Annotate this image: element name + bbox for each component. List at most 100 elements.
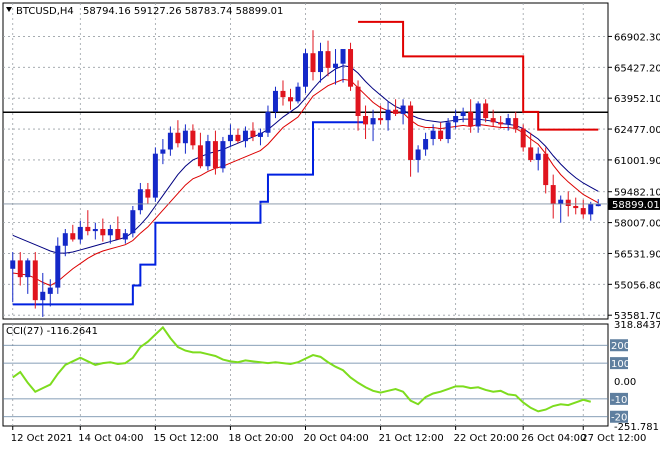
bear-candle-body [310, 53, 316, 73]
bear-candle-body [528, 147, 534, 160]
bull-candle-body [55, 245, 61, 288]
bear-candle-body [355, 86, 361, 117]
y-tick-label: 58007.00 [614, 219, 660, 230]
bear-candle-body [115, 229, 121, 240]
bear-candle-body [378, 118, 384, 121]
y-tick-label: 55056.80 [614, 280, 660, 291]
bull-candle-body [460, 111, 466, 117]
cci-y-tick-label: 0.00 [614, 377, 636, 388]
y-tick-label: 56531.90 [614, 249, 660, 260]
time-axis: 12 Oct 2021 14 Oct 04:00 15 Oct 12:00 18 Oc… [11, 426, 646, 444]
bull-candle-body [220, 141, 226, 169]
bear-candle-body [235, 134, 241, 142]
dropdown-triangle-icon[interactable] [6, 7, 12, 12]
y-tick-label: 53581.70 [614, 311, 660, 322]
bull-candle-body [333, 63, 339, 68]
bull-candle-body [130, 210, 136, 234]
bull-candle-body [265, 111, 271, 133]
cci-line [12, 325, 591, 413]
bull-candle-body [558, 199, 564, 204]
bull-candle-body [505, 118, 511, 125]
bear-candle-body [520, 128, 526, 148]
x-tick-label: 21 Oct 12:00 [379, 433, 444, 444]
chart-header-text: BTCUSD,H4 58794.16 59127.26 58783.74 588… [16, 6, 283, 17]
bear-candle-body [250, 130, 256, 137]
bear-candle-body [100, 229, 106, 236]
bull-candle-body [205, 141, 211, 167]
bull-candle-body [40, 291, 46, 301]
bull-candle-body [227, 134, 233, 142]
x-tick-label: 12 Oct 2021 [11, 433, 73, 444]
bear-candle-body [287, 97, 293, 102]
x-tick-label: 18 Oct 20:00 [228, 433, 293, 444]
bear-candle-body [175, 132, 181, 144]
bull-candle-body [295, 86, 301, 102]
cci-y-tick-label: 318.8437 [614, 320, 660, 331]
bull-candle-body [137, 189, 143, 211]
cci-level-tag [610, 392, 628, 405]
bull-candle-body [595, 203, 601, 207]
bull-candle-body [160, 149, 166, 154]
bull-candle-body [385, 109, 391, 121]
bull-candle-body [272, 90, 278, 112]
bull-candle-body [257, 132, 263, 137]
bear-candle-body [280, 90, 286, 98]
bear-candle-body [197, 145, 203, 167]
bear-candle-body [70, 233, 76, 240]
ohlc-readout: 58794.16 59127.26 58783.74 58899.01 [83, 6, 283, 17]
bull-candle-body [47, 287, 53, 294]
bull-candle-body [92, 229, 98, 232]
y-tick-label: 61001.90 [614, 156, 660, 167]
y-tick-label: 59482.10 [614, 188, 660, 199]
bear-candle-body [438, 130, 444, 140]
bull-candle-body [242, 130, 248, 142]
current-price-tag [608, 197, 660, 210]
bull-candle-body [415, 149, 421, 160]
bull-candle-body [62, 233, 68, 246]
cci-y-tick-label: 100 [611, 359, 630, 370]
bull-candle-body [10, 260, 16, 269]
bull-candle-body [25, 260, 31, 278]
bear-candle-body [393, 109, 399, 114]
symbol-label: BTCUSD,H4 [16, 6, 74, 17]
cci-level-tag [610, 357, 628, 370]
bear-candle-body [543, 153, 549, 186]
bull-candle-body [182, 130, 188, 144]
bull-candle-body [430, 130, 436, 140]
cci-y-tick-label: -100 [611, 395, 634, 406]
bull-candle-body [167, 132, 173, 150]
bull-candle-body [445, 122, 451, 140]
bear-candle-body [145, 189, 151, 198]
bear-candle-body [468, 111, 474, 127]
bull-candle-body [318, 51, 324, 73]
bear-candle-body [565, 199, 571, 206]
bear-candle-body [190, 130, 196, 146]
bull-candle-body [535, 153, 541, 160]
bull-candle-body [303, 53, 308, 87]
cci-y-tick-label: 200 [611, 341, 630, 352]
cci-y-tick-label: -200 [611, 413, 634, 424]
y-tick-label: 62477.00 [614, 125, 660, 136]
bear-candle-body [550, 185, 556, 204]
current-price-label: 58899.01 [612, 200, 660, 211]
bull-candle-body [475, 103, 481, 127]
y-tick-label: 63952.10 [614, 94, 660, 105]
bull-candle-body [370, 118, 376, 125]
bear-candle-body [32, 260, 38, 301]
bear-candle-body [408, 105, 414, 160]
overlay-line-stop_red [358, 20, 599, 131]
cci-level-tag [610, 410, 628, 423]
bear-candle-body [573, 205, 579, 209]
bull-candle-body [423, 139, 429, 150]
cci-level-tag [610, 339, 628, 352]
x-tick-label: 26 Oct 04:00 [521, 433, 586, 444]
x-tick-label: 22 Oct 20:00 [454, 433, 519, 444]
x-tick-label: 15 Oct 12:00 [153, 433, 218, 444]
bull-candle-body [588, 203, 594, 215]
bear-candle-body [483, 103, 489, 119]
bull-candle-body [340, 49, 346, 64]
x-tick-label: 14 Oct 04:00 [78, 433, 143, 444]
